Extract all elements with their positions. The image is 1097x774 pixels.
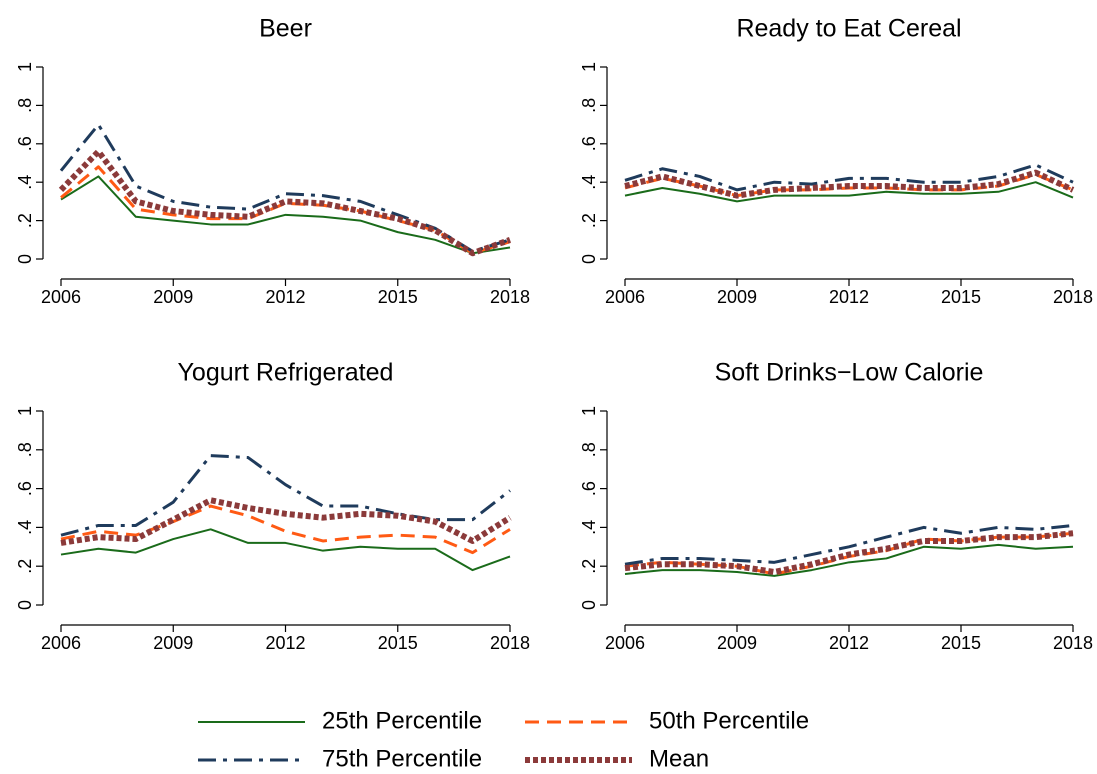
legend-label: 75th Percentile	[322, 745, 482, 772]
y-tick-label: 0	[579, 600, 599, 610]
y-tick-label: .8	[15, 442, 35, 457]
series-line	[60, 528, 511, 572]
series-line	[58, 148, 512, 257]
x-tick-label: 2018	[490, 633, 530, 653]
x-tick-label: 2015	[941, 633, 981, 653]
y-tick-label: 0	[579, 254, 599, 264]
x-tick-label: 2018	[490, 287, 530, 307]
y-tick-label: .2	[579, 213, 599, 228]
y-tick-label: .8	[579, 442, 599, 457]
x-tick-label: 2009	[717, 287, 757, 307]
x-tick-label: 2006	[41, 633, 81, 653]
y-tick-label: .2	[15, 213, 35, 228]
y-tick-label: .8	[15, 98, 35, 113]
y-tick-label: .6	[15, 481, 35, 496]
y-tick-label: .6	[15, 136, 35, 151]
series-line	[624, 543, 1074, 577]
x-tick-label: 2009	[153, 287, 193, 307]
series-line	[60, 454, 511, 537]
y-tick-label: .4	[15, 175, 35, 190]
legend-label: 25th Percentile	[322, 707, 482, 734]
series-line	[624, 169, 1075, 199]
series-line	[624, 523, 1074, 566]
series-line	[624, 163, 1074, 192]
series-line	[60, 175, 511, 255]
legend-label: 50th Percentile	[649, 707, 809, 734]
x-tick-label: 2015	[378, 287, 418, 307]
x-tick-label: 2012	[829, 633, 869, 653]
y-tick-label: .4	[579, 520, 599, 535]
x-tick-label: 2015	[941, 287, 981, 307]
y-tick-label: 1	[579, 62, 599, 72]
y-tick-label: .2	[579, 559, 599, 574]
y-tick-label: .4	[579, 175, 599, 190]
y-tick-label: .6	[579, 136, 599, 151]
x-tick-label: 2006	[41, 287, 81, 307]
x-tick-label: 2006	[605, 633, 645, 653]
x-tick-label: 2012	[265, 287, 305, 307]
legend-label: Mean	[649, 745, 709, 772]
panel-title: Ready to Eat Cereal	[736, 15, 961, 43]
y-tick-label: 1	[15, 62, 35, 72]
x-tick-label: 2018	[1053, 287, 1093, 307]
panel-title: Soft Drinks−Low Calorie	[715, 359, 984, 387]
panel-title: Beer	[259, 15, 312, 43]
y-tick-label: 0	[15, 600, 35, 610]
series-line	[60, 504, 511, 555]
x-tick-label: 2012	[829, 287, 869, 307]
y-tick-label: .2	[15, 559, 35, 574]
panel-title: Yogurt Refrigerated	[178, 359, 394, 387]
x-tick-label: 2012	[265, 633, 305, 653]
y-tick-label: 0	[15, 254, 35, 264]
series-line	[60, 497, 512, 546]
x-tick-label: 2018	[1053, 633, 1093, 653]
x-tick-label: 2015	[378, 633, 418, 653]
series-line	[59, 123, 511, 253]
y-tick-label: .6	[579, 481, 599, 496]
x-tick-label: 2006	[605, 287, 645, 307]
y-tick-label: 1	[15, 406, 35, 416]
y-tick-label: 1	[579, 406, 599, 416]
y-tick-label: .4	[15, 520, 35, 535]
x-tick-label: 2009	[717, 633, 757, 653]
x-tick-label: 2009	[153, 633, 193, 653]
series-line	[624, 181, 1074, 203]
series-line	[624, 530, 1074, 576]
y-tick-label: .8	[579, 98, 599, 113]
